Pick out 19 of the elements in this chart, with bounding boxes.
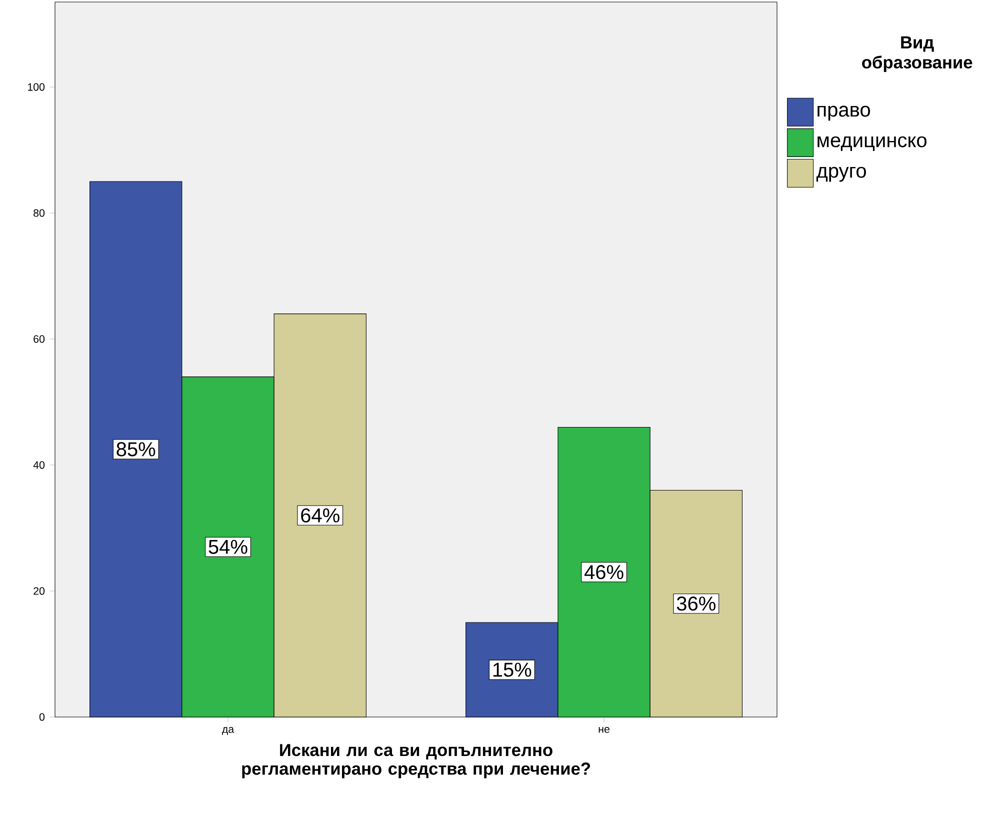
y-tick-label: 0 (39, 713, 45, 721)
data-label: 15% (493, 662, 532, 677)
legend-title: Вид образование (862, 36, 972, 72)
y-tick-label: 60 (34, 335, 45, 343)
y-tick-label: 100 (28, 83, 45, 91)
data-label: 46% (584, 565, 624, 580)
data-label: 85% (116, 442, 156, 456)
x-tick-label: не (598, 727, 610, 733)
y-tick-label: 40 (33, 461, 45, 469)
legend-label: друго (816, 166, 866, 182)
x-axis-title: Искани ли са ви допълнително регламентирано средства при лечение? (242, 744, 590, 778)
data-label: 64% (301, 508, 340, 522)
y-tick-label: 80 (34, 209, 45, 217)
legend-label: право (818, 106, 870, 121)
legend-label: медицинско (818, 136, 926, 152)
data-label: 54% (208, 540, 248, 554)
data-label: 36% (676, 596, 716, 611)
y-tick-label: 20 (34, 587, 45, 595)
x-tick-label: да (222, 727, 234, 735)
